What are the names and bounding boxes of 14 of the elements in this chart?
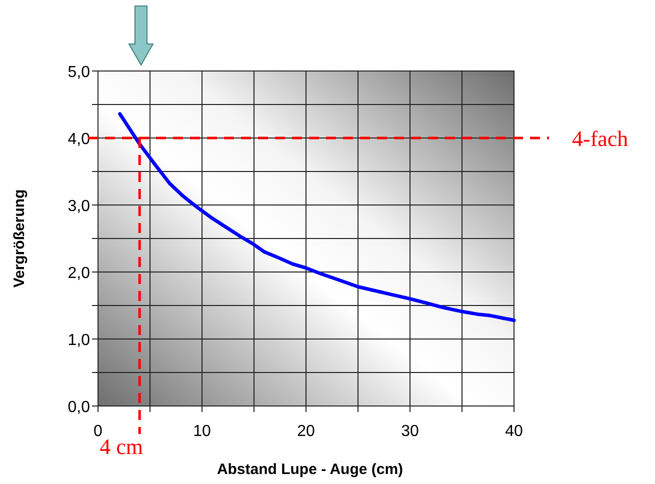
line-series — [118, 112, 516, 322]
ref-line-label: 4-fach — [572, 126, 628, 151]
y-tick-label: 4,0 — [68, 131, 90, 148]
y-tick-label: 5,0 — [68, 64, 90, 81]
x-axis-title: Abstand Lupe - Auge (cm) — [216, 461, 404, 478]
x-tick-label: 20 — [297, 423, 315, 440]
y-tick-label: 2,0 — [68, 265, 90, 282]
x-tick-label: 30 — [401, 423, 419, 440]
y-tick-label: 0,0 — [68, 399, 90, 416]
x-tick-label: 40 — [505, 423, 523, 440]
x-tick-label: 10 — [193, 423, 211, 440]
y-axis-title: Vergrößerung — [11, 189, 28, 288]
y-tick-label: 1,0 — [68, 332, 90, 349]
y-tick-label: 3,0 — [68, 198, 90, 215]
